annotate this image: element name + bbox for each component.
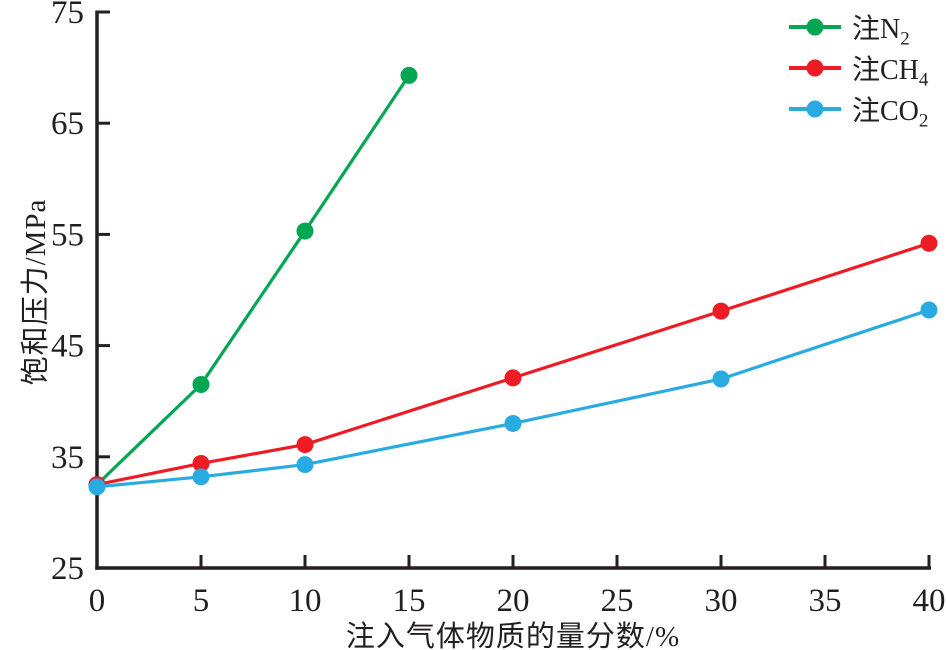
x-tick-label: 0 — [89, 583, 106, 619]
legend-marker-n2-icon — [789, 18, 841, 35]
legend-item-ch4: 注CH4 — [788, 47, 929, 91]
x-tick-label: 30 — [705, 583, 738, 619]
legend-label-ch4-text: 注CH — [852, 54, 919, 86]
y-tick-label: 55 — [51, 217, 84, 253]
series-point-co2 — [88, 478, 106, 496]
legend-label-ch4: 注CH4 — [852, 48, 929, 91]
legend: 注N2 注CH4 注CO2 — [788, 6, 929, 132]
series-line-co2 — [95, 308, 931, 489]
legend-item-n2: 注N2 — [788, 6, 928, 50]
legend-label-n2: 注N2 — [852, 7, 910, 50]
legend-marker-co2-icon — [789, 100, 841, 117]
legend-item-co2: 注CO2 — [788, 88, 929, 132]
legend-label-n2-text: 注N — [852, 13, 901, 45]
series-point-n2 — [296, 222, 314, 240]
series-point-co2 — [192, 468, 210, 486]
x-tick-label: 35 — [809, 583, 842, 619]
series-point-ch4 — [504, 369, 522, 387]
x-tick-label: 15 — [393, 583, 426, 619]
legend-label-co2-text: 注CO — [852, 95, 919, 127]
x-tick-label: 5 — [193, 583, 210, 619]
y-tick-label: 35 — [51, 440, 84, 476]
series-point-n2 — [192, 376, 210, 394]
series-point-n2 — [400, 66, 418, 84]
legend-label-co2-sub: 2 — [918, 110, 929, 132]
legend-label-ch4-sub: 4 — [918, 69, 929, 91]
x-tick-label: 40 — [913, 583, 946, 619]
legend-label-co2: 注CO2 — [852, 89, 929, 132]
series-point-co2 — [296, 456, 314, 474]
series-point-co2 — [920, 301, 938, 319]
series-point-ch4 — [192, 454, 210, 472]
legend-marker-ch4-icon — [789, 59, 841, 76]
series-point-ch4 — [296, 436, 314, 454]
series-line-ch4 — [95, 241, 931, 487]
series-point-ch4 — [920, 234, 938, 252]
y-tick-label: 65 — [51, 106, 84, 142]
legend-label-n2-sub: 2 — [900, 28, 910, 50]
x-axis-title: 注入气体物质的量分数/% — [345, 621, 681, 650]
y-axis-title: 饱和压力/MPa — [20, 198, 52, 386]
y-tick-label: 25 — [51, 551, 84, 587]
x-tick-label: 20 — [497, 583, 530, 619]
series-point-co2 — [504, 414, 522, 432]
series-point-co2 — [712, 370, 730, 388]
x-tick-label: 25 — [601, 583, 634, 619]
x-tick-label: 10 — [289, 583, 322, 619]
y-tick-label: 45 — [51, 329, 84, 365]
series-line-n2 — [95, 73, 411, 487]
series-point-ch4 — [712, 302, 730, 320]
y-tick-label: 75 — [51, 0, 84, 31]
